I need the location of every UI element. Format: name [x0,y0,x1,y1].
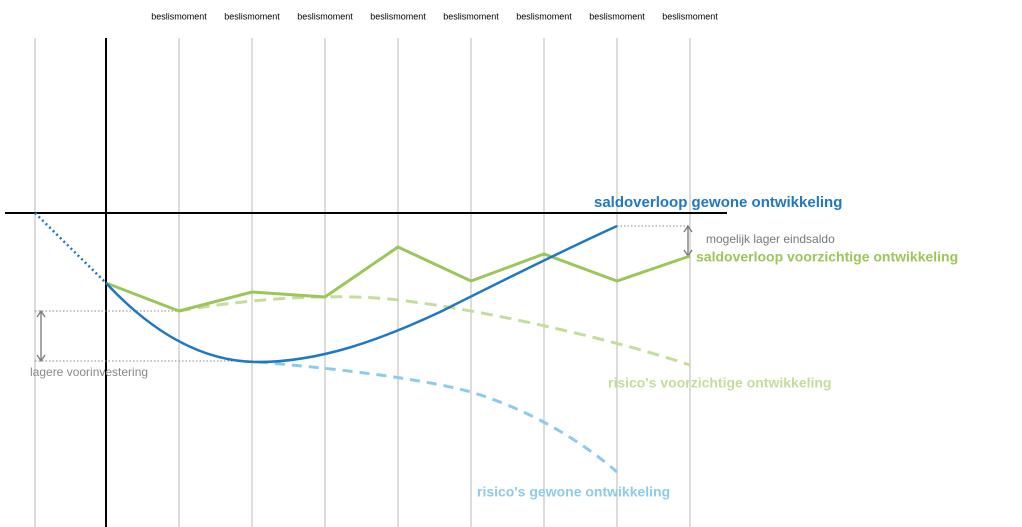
cautious-risk-label: risico's voorzichtige ontwikkeling [608,375,832,391]
decision-label: beslismoment [662,11,718,21]
decision-label: beslismoment [224,11,280,21]
decision-label: beslismoment [151,11,207,21]
regular-risk-label: risico's gewone ontwikkeling [477,484,670,500]
lower-end-balance-label: mogelijk lager eindsaldo [706,232,835,246]
cautious-balance-label: saldoverloop voorzichtige ontwikkeling [696,249,958,265]
regular-balance-label: saldoverloop gewone ontwikkeling [594,194,842,211]
decision-label: beslismoment [589,11,645,21]
guides [35,225,690,362]
lower-investment-label: lagere voorinvestering [30,365,148,379]
regular-risk-curve [257,360,618,474]
regular-balance-dotted [34,212,107,284]
cautious-risk-curve [178,295,691,367]
regular-balance-line [105,224,618,364]
decision-label: beslismoment [297,11,353,21]
decision-label: beslismoment [516,11,572,21]
decision-label: beslismoment [370,11,426,21]
cautious-balance-line [105,245,691,313]
decision-label: beslismoment [443,11,499,21]
decision-labels: beslismoment beslismoment beslismoment besl… [151,11,718,21]
arrows [36,224,693,363]
grid [34,38,691,527]
